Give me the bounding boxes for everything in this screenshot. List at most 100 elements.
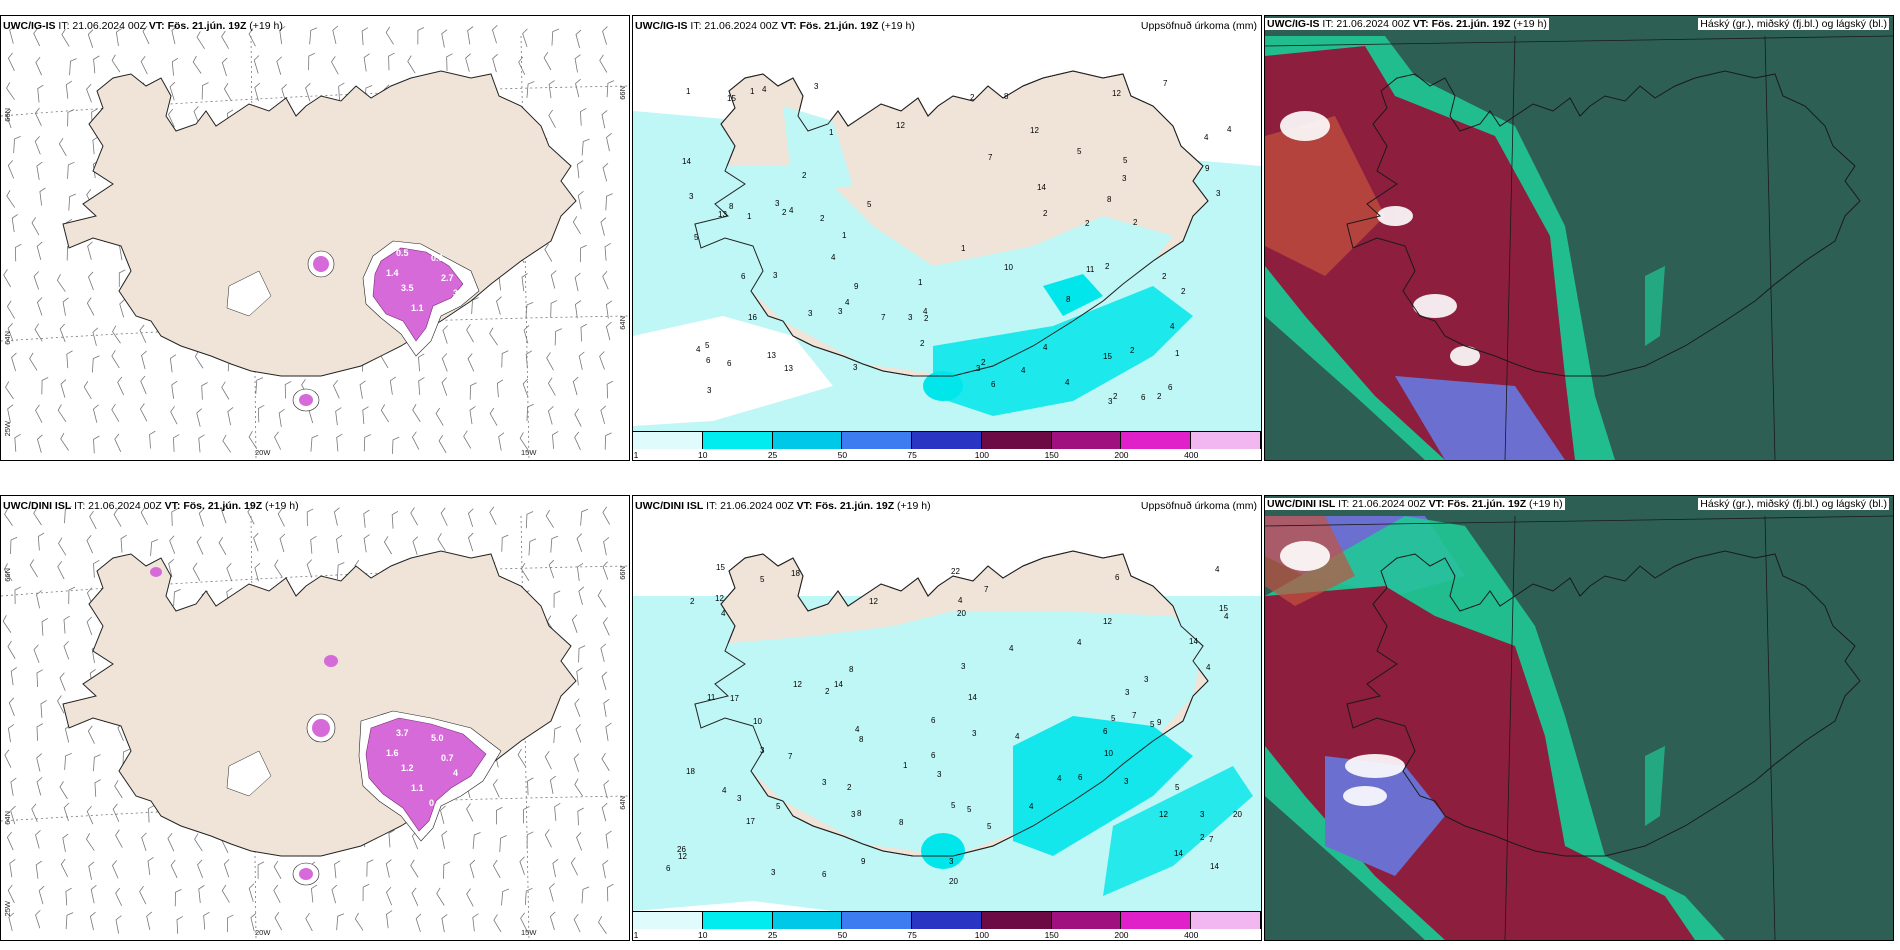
wind-barb xyxy=(600,217,607,236)
wind-barb xyxy=(248,883,255,902)
lon-label: 15W xyxy=(521,928,537,937)
wind-barb xyxy=(36,161,43,180)
precip-value-label: 12 xyxy=(793,680,802,689)
wind-barb xyxy=(438,434,447,454)
snow-depth-label: 4 xyxy=(429,318,434,328)
wind-barb xyxy=(36,590,42,609)
wind-barb xyxy=(90,884,97,904)
wind-barb xyxy=(89,911,96,931)
wind-barb xyxy=(67,161,75,179)
wind-barb xyxy=(86,83,92,103)
wind-barb xyxy=(574,272,581,292)
wind-barb xyxy=(602,561,609,580)
wind-barb xyxy=(227,407,234,426)
precip-value-label: 13 xyxy=(784,364,793,373)
wind-barb xyxy=(58,138,67,157)
wind-barb xyxy=(525,302,534,319)
wind-barb xyxy=(118,269,126,287)
precip-value-label: 3 xyxy=(771,868,776,877)
precip-value-label: 4 xyxy=(831,253,836,262)
precip-value-label: 8 xyxy=(859,735,864,744)
wind-barb xyxy=(417,27,425,45)
wind-barb xyxy=(65,887,72,906)
precip-value-label: 3 xyxy=(961,662,966,671)
wind-barb xyxy=(548,559,555,579)
precip-value-label: 5 xyxy=(1077,147,1082,156)
wind-barb xyxy=(602,506,611,525)
wind-barb xyxy=(248,431,258,449)
wind-barb xyxy=(33,507,42,526)
wind-barb xyxy=(36,753,43,772)
wind-barb xyxy=(149,430,156,449)
snow-patches xyxy=(150,567,502,886)
precip-value-label: 2 xyxy=(825,687,830,696)
wind-barb xyxy=(526,81,535,98)
wind-barb xyxy=(253,532,259,552)
wind-barb xyxy=(496,379,504,398)
wind-barb xyxy=(492,53,498,73)
legend-tick-label: 50 xyxy=(837,930,848,940)
wind-barb xyxy=(527,777,534,796)
precip-value-label: 2 xyxy=(1043,209,1048,218)
wind-barb xyxy=(554,802,561,821)
legend-tick-label: 150 xyxy=(1044,450,1059,460)
wind-barb xyxy=(605,193,613,211)
precip-legend: 1 10 25 50 75 100 150 200 400 xyxy=(633,431,1261,460)
wind-barb xyxy=(336,535,343,554)
wind-barb xyxy=(520,562,530,581)
wind-barb xyxy=(410,859,419,878)
wind-barb xyxy=(442,325,449,344)
wind-barb xyxy=(407,55,416,74)
wind-barb xyxy=(575,29,582,49)
wind-barb xyxy=(221,504,227,524)
iceland-outline xyxy=(694,550,1209,857)
precip-value-label: 11 xyxy=(1086,265,1095,274)
precip-value-label: 1 xyxy=(750,87,755,96)
wind-barb xyxy=(192,55,202,74)
precip-value-label: 3 xyxy=(1216,189,1221,198)
wind-barb xyxy=(606,300,613,319)
wind-barb xyxy=(554,328,562,346)
wind-barb xyxy=(601,752,610,771)
wind-barb xyxy=(572,216,581,235)
precip-value-label: 6 xyxy=(706,356,711,365)
wind-barb xyxy=(552,431,559,449)
wind-barb xyxy=(601,110,608,129)
wind-barb xyxy=(63,615,70,634)
wind-barb xyxy=(8,912,15,931)
wind-barb xyxy=(92,355,100,373)
wind-barb xyxy=(93,55,100,74)
wind-barb xyxy=(171,57,179,76)
precip-value-label: 7 xyxy=(1163,79,1168,88)
legend-swatch xyxy=(772,912,843,929)
wind-barb xyxy=(392,436,400,454)
wind-barb xyxy=(218,536,227,556)
wind-barb xyxy=(33,27,41,47)
wind-barb xyxy=(9,25,15,44)
legend-swatch xyxy=(1051,432,1122,449)
wind-barb xyxy=(418,353,425,372)
wind-barb xyxy=(385,859,392,878)
dini-wind-panel: UWC/DINI ISL IT: 21.06.2024 00Z VT: Fös.… xyxy=(0,495,630,941)
precip-value-label: 6 xyxy=(666,864,671,873)
precip-value-label: 5 xyxy=(1111,714,1116,723)
wind-barb xyxy=(150,539,159,556)
wind-barb xyxy=(120,534,127,553)
legend-tick-label: 1 xyxy=(633,450,639,460)
wind-barb xyxy=(193,106,200,125)
precip-value-label: 3 xyxy=(760,746,765,755)
cloud-orange-mix xyxy=(1265,116,1385,276)
wind-barb xyxy=(34,107,42,127)
legend-tick-label: 75 xyxy=(907,450,917,460)
wind-barb xyxy=(363,509,370,528)
wind-barb xyxy=(221,381,230,400)
legend-ticks: 1 10 25 50 75 100 150 200 400 xyxy=(633,930,1261,940)
wind-barb xyxy=(89,510,97,530)
wind-barb xyxy=(574,431,581,451)
wind-barb xyxy=(221,30,230,49)
wind-barb xyxy=(602,617,610,636)
precip-value-label: 3 xyxy=(853,363,858,372)
precip-value-label: 15 xyxy=(716,563,725,572)
wind-barb xyxy=(140,375,147,395)
wind-barb xyxy=(335,407,342,426)
